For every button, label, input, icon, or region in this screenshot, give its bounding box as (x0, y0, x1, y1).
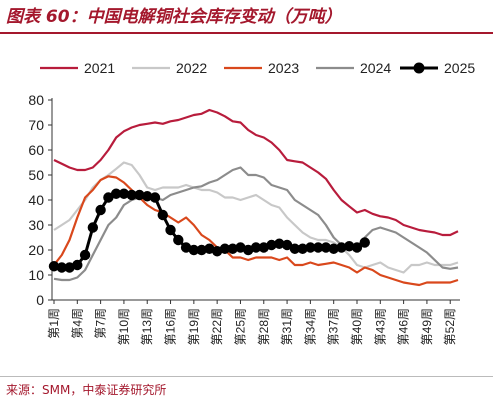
x-tick-label: 第1周 (47, 308, 61, 339)
series-point-2025 (312, 242, 324, 253)
y-tick-label: 50 (28, 167, 44, 183)
series-point-2025 (142, 191, 153, 202)
series-point-2025 (351, 242, 363, 253)
series-line-2024 (53, 166, 459, 282)
x-tick-label: 第28周 (257, 308, 271, 345)
series-point-2025 (336, 242, 347, 253)
series-point-2025 (103, 192, 114, 203)
series-line-2022 (53, 161, 459, 274)
legend-label-2024: 2024 (360, 60, 391, 76)
x-tick-label: 第52周 (443, 308, 457, 345)
series-point-2025 (79, 249, 91, 261)
y-tick-label: 70 (28, 117, 44, 133)
series-point-2025 (149, 192, 161, 203)
x-tick-label: 第22周 (210, 308, 224, 345)
series-point-2025 (320, 242, 332, 253)
series-point-2025 (188, 244, 200, 256)
x-tick-label: 第4周 (70, 308, 84, 339)
legend: 2021 2022 2023 2024 2025 (40, 60, 475, 76)
legend-label-2025: 2025 (444, 60, 475, 76)
x-axis: 第1周 第4周 第7周 第10周 第13周 第16周 第19周 第22周 第25周 第28周 第31… (47, 299, 460, 345)
x-tick-label: 第19周 (187, 308, 201, 345)
series-point-2025 (173, 234, 184, 246)
figure-title: 图表 60：中国电解铜社会库存变动（万吨） (6, 7, 342, 27)
series-point-2025 (289, 243, 301, 254)
series-line-2021 (53, 108, 459, 237)
series-point-2025 (250, 242, 262, 253)
y-tick-label: 0 (36, 292, 44, 308)
series-point-2025 (196, 244, 207, 256)
y-tick-label: 80 (28, 92, 44, 108)
legend-label-2021: 2021 (84, 60, 115, 76)
x-tick-label: 第16周 (164, 308, 178, 345)
series-point-2025 (95, 204, 106, 216)
series-point-2025 (328, 243, 339, 254)
series-point-2025 (281, 239, 293, 251)
series-point-2025 (344, 241, 355, 252)
series-point-2025 (56, 262, 67, 273)
series-point-2025 (118, 188, 130, 199)
x-tick-label: 第34周 (303, 308, 317, 345)
series-point-2025 (72, 259, 83, 271)
legend-label-2022: 2022 (176, 60, 207, 76)
plot-area (48, 108, 459, 287)
y-tick-label: 30 (28, 217, 44, 233)
y-tick-label: 10 (28, 267, 44, 283)
x-tick-label: 第43周 (373, 308, 387, 345)
source-divider (0, 376, 493, 377)
series-point-2025 (48, 261, 60, 272)
series-point-2025 (165, 224, 176, 236)
title-underline (0, 32, 493, 34)
y-tick-label: 40 (28, 192, 44, 208)
series-point-2025 (157, 209, 168, 221)
x-tick-label: 第7周 (94, 308, 108, 339)
y-tick-label: 20 (28, 242, 44, 258)
source-note: 来源：SMM，中泰证券研究所 (6, 383, 167, 397)
x-tick-label: 第49周 (420, 308, 434, 345)
legend-label-2023: 2023 (268, 60, 299, 76)
series-point-2025 (297, 243, 308, 254)
y-tick-label: 60 (28, 142, 44, 158)
series-line-2023 (53, 175, 459, 287)
series-point-2025 (110, 188, 122, 199)
x-tick-label: 第40周 (350, 308, 364, 345)
x-tick-label: 第13周 (140, 308, 154, 345)
y-axis: 0 10 20 30 40 50 60 70 80 (28, 92, 53, 308)
series-point-2025 (87, 222, 99, 233)
legend-marker-2025 (413, 62, 425, 74)
series-point-2025 (359, 237, 370, 248)
series-point-2025 (305, 242, 316, 253)
copper-inventory-line-chart: 2021 2022 2023 2024 2025 0 10 20 30 40 50 60 70 80 第… (28, 60, 475, 345)
x-tick-label: 第31周 (280, 308, 294, 345)
series-point-2025 (274, 238, 285, 249)
series-point-2025 (266, 239, 277, 251)
x-tick-label: 第37周 (327, 308, 341, 345)
series-point-2025 (219, 243, 231, 254)
x-tick-label: 第46周 (397, 308, 411, 345)
series-point-2025 (134, 189, 145, 201)
x-tick-label: 第25周 (233, 308, 247, 345)
series-point-2025 (126, 189, 137, 201)
x-tick-label: 第10周 (117, 308, 131, 345)
series-point-2025 (227, 243, 238, 254)
